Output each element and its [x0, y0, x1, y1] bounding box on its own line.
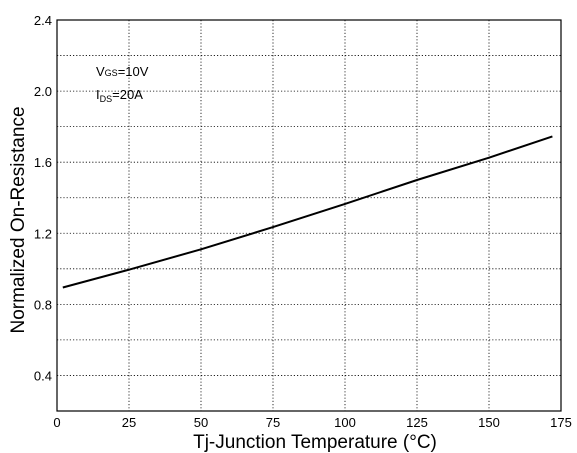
y-tick-label-1: 0.8 [34, 297, 52, 312]
x-tick-label-3: 75 [266, 415, 280, 430]
annotation-ids-symbol: I [96, 87, 100, 102]
annotation-vgs-symbol: V [96, 64, 105, 79]
annotation-ids-value: =20A [112, 87, 143, 102]
x-tick-label-2: 50 [194, 415, 208, 430]
series-line-0 [62, 135, 553, 289]
annotation-vgs-subscript: GS [105, 68, 118, 78]
plot-frame [56, 19, 562, 412]
x-tick-label-7: 175 [550, 415, 572, 430]
y-tick-label-5: 2.4 [34, 13, 52, 28]
x-axis-title: Tj-Junction Temperature (°C) [193, 432, 437, 453]
annotation-ids: IDS=20A [96, 87, 143, 104]
y-tick-label-2: 1.2 [34, 226, 52, 241]
annotation-vgs: VGS=10V [96, 64, 149, 79]
x-tick-label-5: 125 [406, 415, 428, 430]
y-axis-title: Normalized On-Resistance [8, 106, 29, 333]
x-tick-label-0: 0 [53, 415, 60, 430]
x-tick-label-1: 25 [122, 415, 136, 430]
annotation-ids-subscript: DS [100, 94, 113, 104]
series-layer [62, 135, 553, 289]
y-tick-labels: 0.4 0.8 1.2 1.6 2.0 2.4 [34, 13, 52, 383]
y-tick-label-3: 1.6 [34, 155, 52, 170]
annotation-vgs-value: =10V [118, 64, 149, 79]
x-tick-label-4: 100 [334, 415, 356, 430]
y-tick-label-4: 2.0 [34, 84, 52, 99]
x-tick-labels: 0 25 50 75 100 125 150 175 [53, 415, 571, 430]
x-tick-label-6: 150 [478, 415, 500, 430]
y-tick-label-0: 0.4 [34, 368, 52, 383]
